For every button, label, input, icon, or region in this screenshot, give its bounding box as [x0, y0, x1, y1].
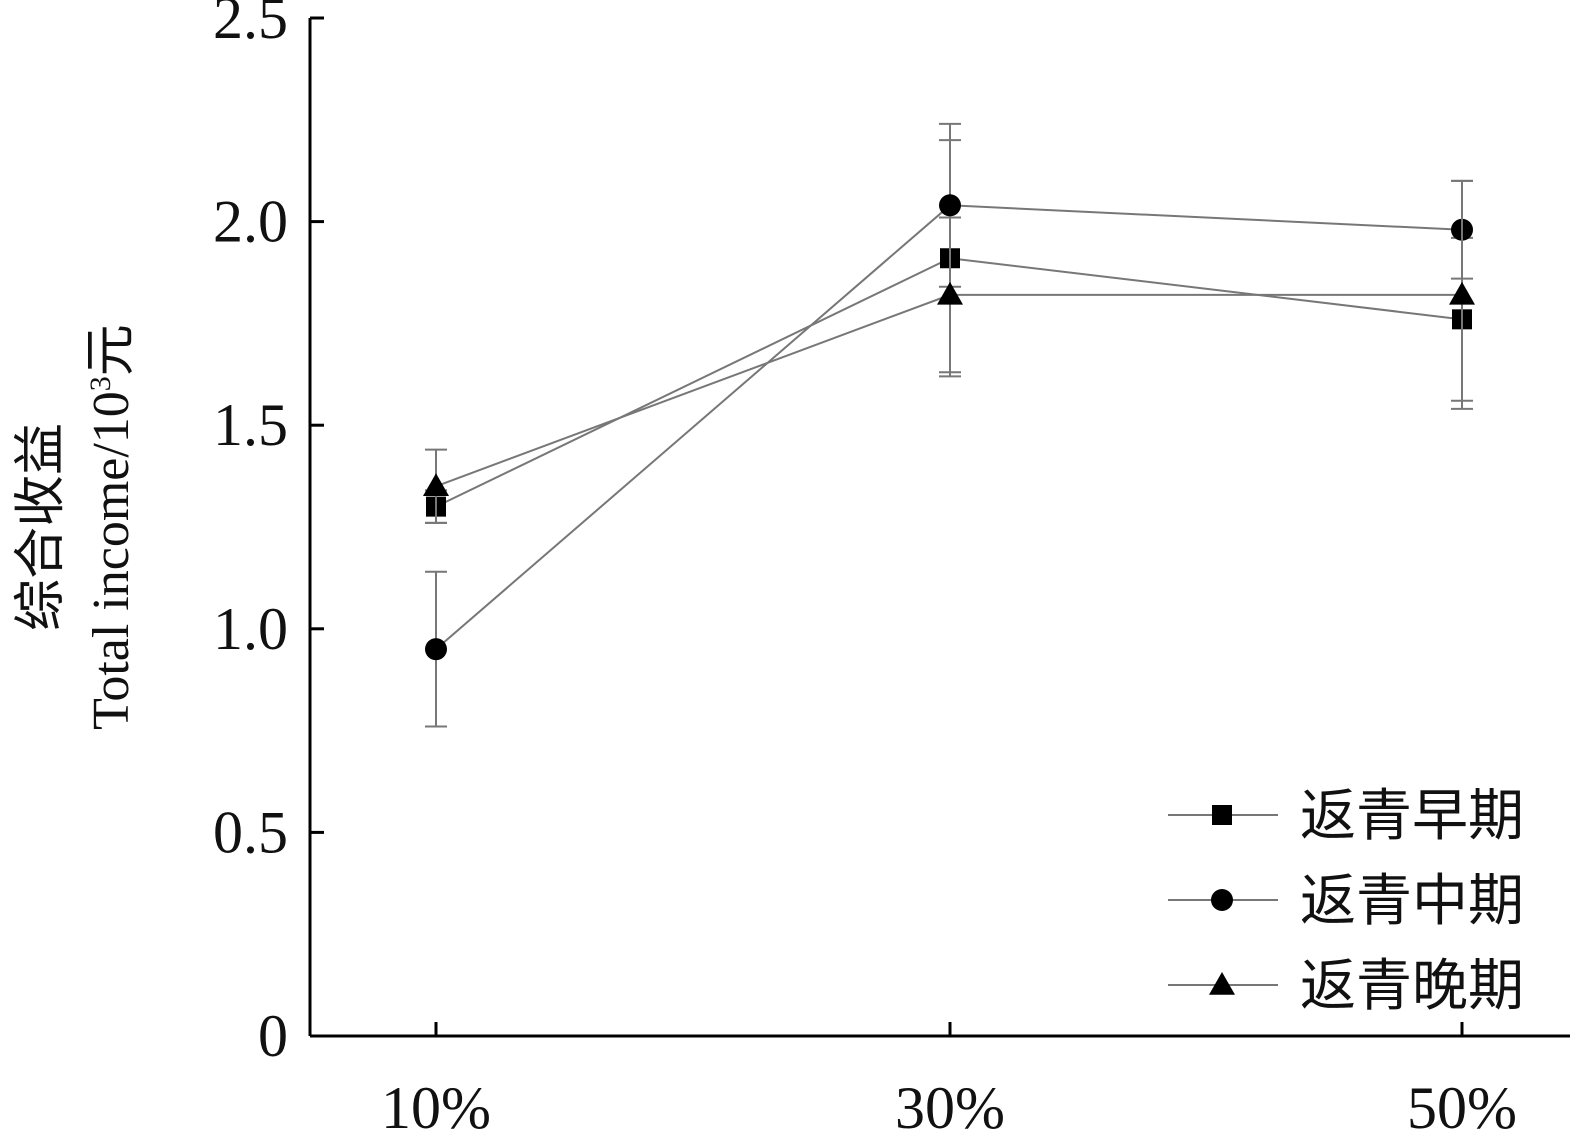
x-tick-label: 30%	[895, 1075, 1005, 1138]
y-axis-title-cn: 综合收益	[13, 423, 70, 631]
legend-marker-square	[1212, 805, 1232, 825]
axes: 0 0.5 1.0 1.5 2.0 2.5 10% 30% 50%	[213, 0, 1570, 1138]
series-3	[423, 179, 1475, 524]
y-tick-label: 2.0	[213, 189, 288, 255]
x-tick-label: 10%	[381, 1075, 491, 1138]
series-layer	[423, 122, 1475, 728]
x-tick-label: 50%	[1407, 1075, 1517, 1138]
y-axis-title: 综合收益 Total income/103元	[13, 324, 140, 730]
legend-item-3: 返青晚期	[1168, 954, 1524, 1019]
legend-item-1: 返青早期	[1168, 784, 1524, 849]
y-tick-label: 0	[258, 1003, 288, 1069]
legend-marker-circle	[1211, 889, 1233, 911]
data-point-triangle	[1449, 281, 1475, 305]
series-2	[425, 122, 1473, 728]
data-point-circle	[939, 194, 961, 217]
y-axis-title-superscript: 3	[84, 376, 117, 391]
y-axis-title-en: Total income/103元	[83, 324, 140, 730]
y-axis-title-unit: 元	[83, 324, 140, 376]
data-point-triangle	[423, 473, 449, 497]
y-axis-title-en-text: Total income/10	[83, 391, 140, 730]
y-tick-label: 0.5	[213, 799, 288, 865]
data-point-circle	[425, 638, 447, 661]
y-tick-label: 1.0	[213, 596, 288, 662]
data-point-triangle	[937, 281, 963, 305]
y-tick-label: 2.5	[213, 0, 288, 51]
legend-item-2: 返青中期	[1168, 869, 1524, 934]
legend-label: 返青晚期	[1300, 954, 1524, 1019]
y-tick-label: 1.5	[213, 392, 288, 458]
legend-label: 返青中期	[1300, 869, 1524, 934]
legend-label: 返青早期	[1300, 784, 1524, 849]
legend-marker-triangle	[1209, 972, 1235, 995]
